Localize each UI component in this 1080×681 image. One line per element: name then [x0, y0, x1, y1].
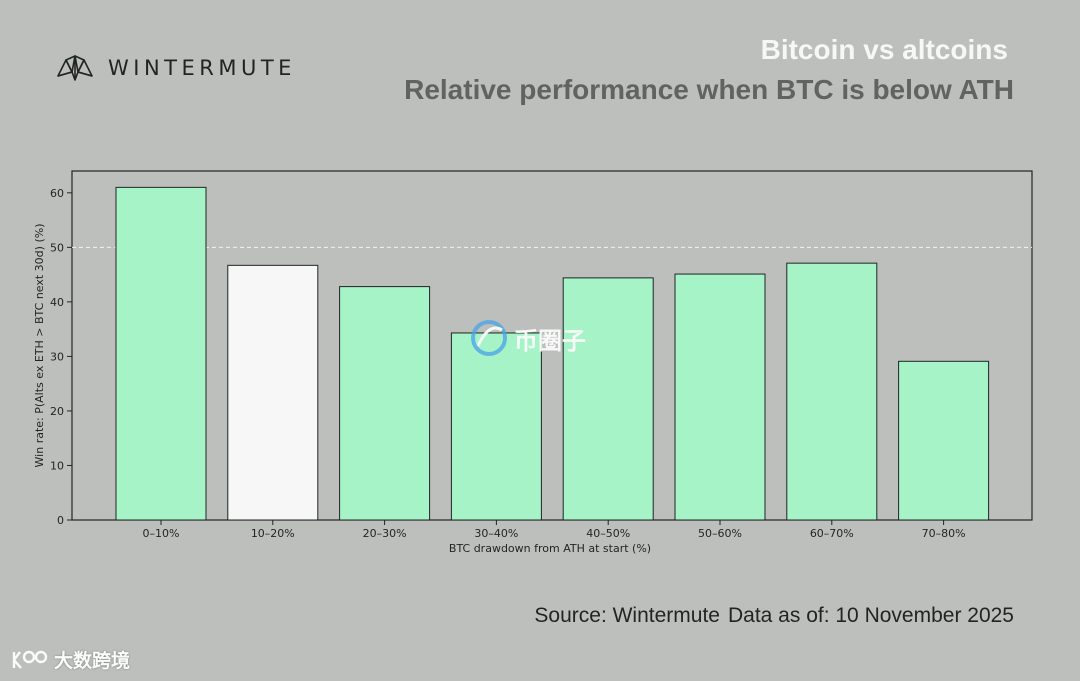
x-tick-label: 0–10%	[143, 527, 180, 540]
watermark-logo-icon	[471, 320, 507, 356]
chart-title: Bitcoin vs altcoins	[760, 34, 1008, 65]
y-tick-label: 40	[50, 296, 64, 309]
bar-3	[339, 286, 431, 521]
x-tick-label: 30–40%	[474, 527, 518, 540]
bar-2	[227, 264, 319, 521]
watermark-center-text: 币圈子	[514, 326, 586, 355]
watermark-bottom-text: 大数跨境	[54, 650, 131, 672]
bar-4	[450, 332, 542, 521]
wintermute-logo-icon	[57, 55, 93, 81]
plot-frame	[71, 170, 1033, 521]
brand-name: WINTERMUTE	[108, 56, 296, 80]
y-tick-label: 20	[50, 405, 64, 418]
data-as-of-text: Data as of: 10 November 2025	[727, 604, 1014, 627]
bar-7	[786, 262, 878, 521]
bar-8	[898, 360, 990, 521]
chart-subtitle: Relative performance when BTC is below A…	[404, 74, 1014, 105]
bar-5	[562, 277, 654, 521]
watermark-center: 币圈子	[468, 318, 586, 358]
source-line: Source: Wintermute Data as of: 10 Novembe…	[534, 604, 1014, 628]
bar-1	[115, 186, 207, 521]
x-tick-label: 20–30%	[363, 527, 407, 540]
x-tick-label: 50–60%	[698, 527, 742, 540]
x-tick-label: 40–50%	[586, 527, 630, 540]
watermark-bottom-logo-icon	[12, 650, 48, 669]
y-tick-label: 60	[50, 187, 64, 200]
x-tick-label: 70–80%	[922, 527, 966, 540]
bar-6	[674, 273, 766, 521]
y-axis-label: Win rate: P(Alts ex ETH > BTC next 30d) …	[33, 224, 46, 468]
x-tick-label: 10–20%	[251, 527, 295, 540]
x-tick-label: 60–70%	[810, 527, 854, 540]
source-text: Source: Wintermute	[534, 604, 720, 627]
y-tick-label: 0	[57, 514, 64, 527]
brand: WINTERMUTE	[56, 54, 296, 82]
y-tick-label: 30	[50, 350, 64, 363]
x-axis-label: BTC drawdown from ATH at start (%)	[449, 542, 651, 555]
y-tick-label: 50	[50, 241, 64, 254]
watermark-bottom: 大数跨境	[10, 646, 130, 673]
y-tick-label: 10	[50, 459, 64, 472]
